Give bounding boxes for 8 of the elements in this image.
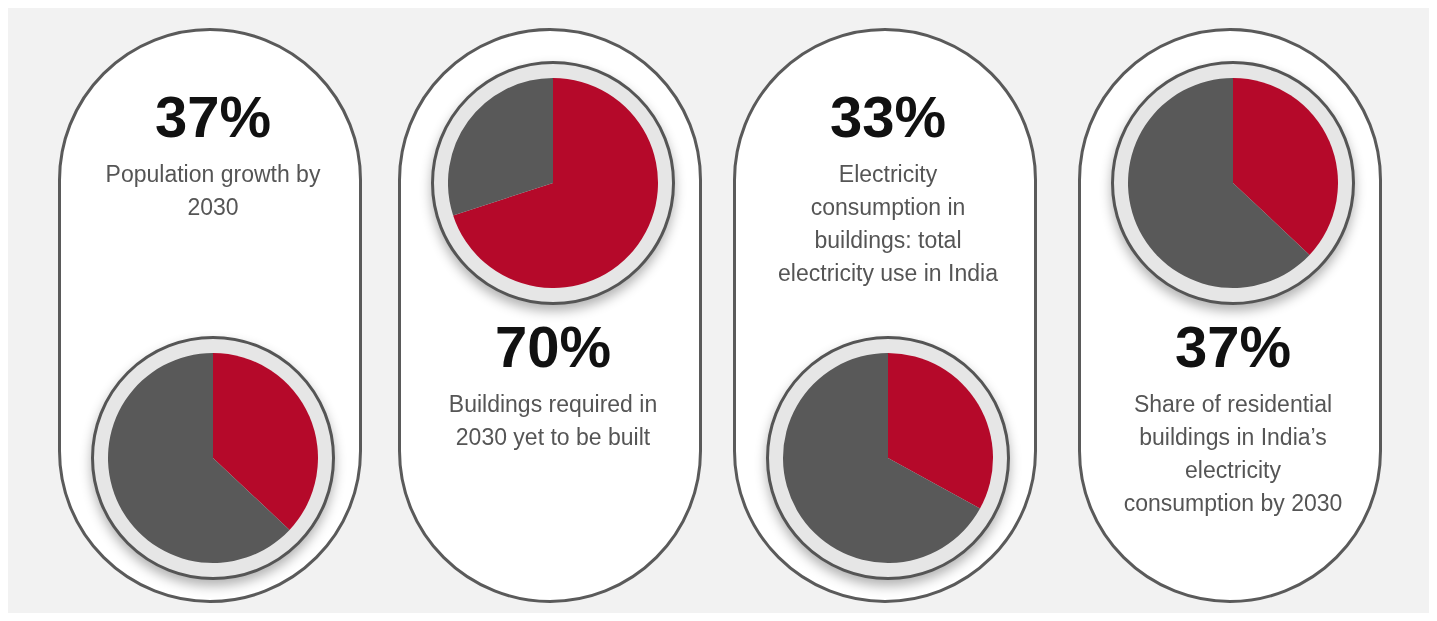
chart-title: 37% (153, 83, 273, 150)
text: Share of residential buildings in India’s electricity consumption by 2030 (1123, 390, 1343, 518)
chart-subtitle: Population growth by 2030 (104, 160, 322, 222)
text: 70% (493, 313, 613, 380)
chart-title: 33% (828, 83, 948, 150)
text: Buildings required in 2030 yet to be built (447, 390, 659, 452)
chart-subtitle: Electricity consumption in buildings: total electricity use in India (778, 160, 998, 288)
text: 37% (1173, 313, 1293, 380)
